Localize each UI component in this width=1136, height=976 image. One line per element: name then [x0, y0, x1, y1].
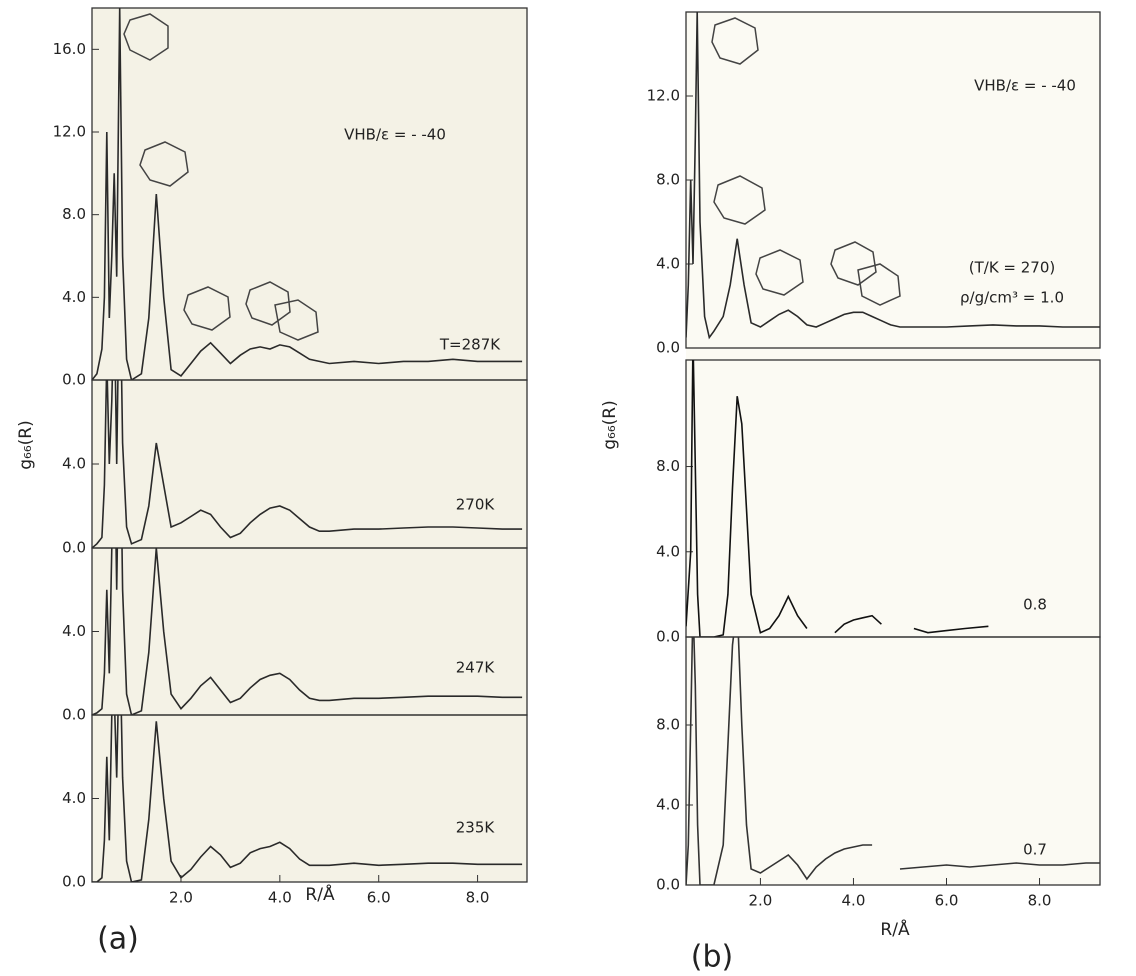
annotation: 0.7	[1023, 841, 1047, 859]
data-line	[92, 715, 523, 882]
axes-frame	[685, 636, 1101, 886]
y-tick-label: 16.0	[53, 40, 86, 58]
panel-label: (a)	[97, 922, 139, 957]
annotation: 247K	[456, 659, 496, 677]
annotation: VHB/ε = - -40	[974, 77, 1076, 95]
x-tick-label: 2.0	[748, 892, 772, 910]
molecule	[711, 17, 759, 65]
y-axis-label: g₆₆(R)	[16, 420, 36, 470]
annotation: ρ/g/cm³ = 1.0	[960, 289, 1064, 307]
y-tick-label: 0.0	[62, 706, 86, 724]
y-tick-label: 0.0	[62, 371, 86, 389]
x-tick-label: 6.0	[935, 892, 959, 910]
molecule	[755, 249, 804, 296]
y-tick-label: 4.0	[656, 255, 680, 273]
x-axis-label: R/Å	[880, 918, 910, 940]
x-axis-label: R/Å	[305, 883, 335, 905]
molecule	[830, 241, 877, 286]
panel-label: (b)	[691, 940, 733, 975]
data-line	[92, 548, 523, 715]
x-tick-label: 2.0	[169, 889, 193, 907]
x-tick-label: 6.0	[367, 889, 391, 907]
x-tick-label: 8.0	[1028, 892, 1052, 910]
annotation: (T/K = 270)	[969, 259, 1056, 277]
annotation: 270K	[456, 496, 496, 514]
y-tick-label: 0.0	[62, 539, 86, 557]
annotation: 0.8	[1023, 596, 1047, 614]
annotation: VHB/ε = - -40	[344, 126, 446, 144]
molecule-icons	[123, 13, 901, 341]
molecule	[274, 299, 319, 341]
y-tick-label: 0.0	[62, 873, 86, 891]
y-tick-label: 8.0	[656, 171, 680, 189]
molecule	[713, 175, 766, 225]
data-line	[686, 12, 1100, 340]
y-tick-label: 12.0	[647, 87, 680, 105]
y-tick-label: 8.0	[62, 205, 86, 223]
data-line	[92, 380, 523, 548]
y-tick-label: 4.0	[656, 542, 680, 560]
y-tick-label: 4.0	[62, 455, 86, 473]
y-tick-label: 12.0	[53, 123, 86, 141]
y-tick-label: 0.0	[656, 628, 680, 646]
y-tick-label: 8.0	[656, 457, 680, 475]
molecule	[857, 263, 901, 306]
panel-b-background	[686, 12, 1100, 885]
y-tick-label: 0.0	[656, 876, 680, 894]
molecule	[183, 286, 231, 331]
y-tick-label: 4.0	[656, 796, 680, 814]
y-tick-label: 4.0	[62, 789, 86, 807]
data-line	[686, 360, 989, 637]
molecule	[139, 141, 189, 187]
molecule	[123, 13, 169, 61]
annotation: 235K	[456, 819, 496, 837]
data-line	[686, 637, 1100, 885]
y-tick-label: 4.0	[62, 288, 86, 306]
y-tick-label: 0.0	[656, 339, 680, 357]
x-tick-label: 4.0	[842, 892, 866, 910]
annotation: T=287K	[439, 336, 501, 354]
y-axis-label: g₆₆(R)	[600, 400, 620, 450]
x-tick-label: 4.0	[268, 889, 292, 907]
panel-a-background	[92, 8, 527, 882]
y-tick-label: 4.0	[62, 622, 86, 640]
data-line	[92, 8, 523, 380]
x-tick-label: 8.0	[466, 889, 490, 907]
y-tick-label: 8.0	[656, 716, 680, 734]
molecule	[245, 281, 291, 326]
